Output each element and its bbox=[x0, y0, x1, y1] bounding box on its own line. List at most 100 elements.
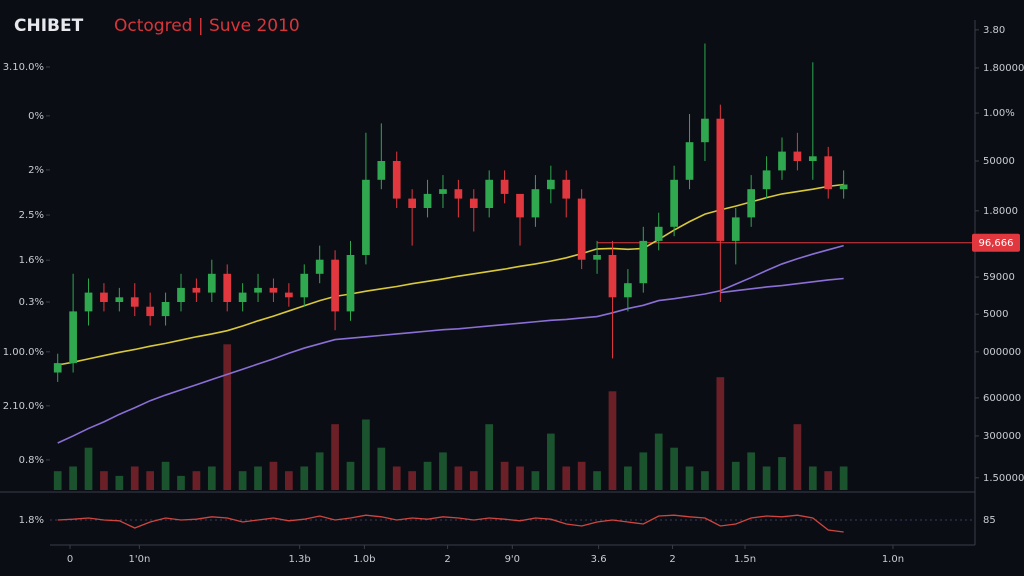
volume-bar bbox=[516, 466, 524, 490]
volume-bar bbox=[331, 424, 339, 490]
y2-tick-label: 300000 bbox=[983, 431, 1021, 442]
volume-bar bbox=[670, 447, 678, 490]
volume-bar bbox=[531, 471, 540, 490]
candle-body bbox=[84, 292, 93, 312]
x-tick-label: 1.3b bbox=[289, 554, 311, 565]
candle-body bbox=[593, 255, 601, 260]
candle-body bbox=[285, 292, 293, 298]
y2-tick-label: 1.8000 bbox=[983, 206, 1018, 217]
volume-bar bbox=[377, 447, 386, 490]
volume-bar bbox=[654, 433, 663, 490]
indicator-y2-label: 85 bbox=[983, 515, 996, 526]
volume-bar bbox=[824, 471, 833, 490]
volume-bar bbox=[269, 461, 278, 490]
y2-tick-label: 3.80 bbox=[983, 25, 1005, 36]
volume-bar bbox=[778, 457, 786, 490]
candle-body bbox=[778, 151, 786, 171]
candle-body bbox=[500, 179, 509, 194]
candle-body bbox=[654, 226, 663, 241]
candle-body bbox=[762, 170, 771, 190]
y2-tick-label: 1.80000 bbox=[983, 63, 1024, 74]
volume-bar bbox=[161, 461, 170, 490]
x-tick-label: 2 bbox=[444, 554, 450, 565]
volume-bar bbox=[53, 471, 62, 490]
candle-body bbox=[793, 151, 802, 161]
x-tick-label: 3.6 bbox=[591, 554, 607, 565]
volume-bar bbox=[223, 344, 232, 490]
y-tick-label: 0% bbox=[28, 111, 44, 122]
candle-body bbox=[315, 259, 324, 274]
candle-body bbox=[300, 273, 309, 298]
y2-tick-label: 1.00% bbox=[983, 108, 1015, 119]
volume-bar bbox=[546, 433, 555, 490]
candle-body bbox=[546, 179, 555, 190]
volume-bar bbox=[762, 466, 771, 490]
volume-bar bbox=[701, 471, 709, 490]
candle-body bbox=[577, 198, 586, 260]
volume-bar bbox=[346, 461, 355, 490]
y-tick-label: 3.10.0% bbox=[3, 62, 44, 73]
candle-body bbox=[824, 156, 833, 190]
volume-bar bbox=[84, 447, 93, 490]
y2-tick-label: 59000 bbox=[983, 272, 1015, 283]
volume-bar bbox=[207, 466, 216, 490]
candle-body bbox=[69, 311, 77, 364]
volume-bar bbox=[593, 471, 601, 490]
candle-body bbox=[377, 161, 386, 180]
x-tick-label: 0 bbox=[67, 554, 73, 565]
volume-bar bbox=[639, 452, 648, 490]
candle-body bbox=[701, 118, 709, 143]
volume-bar bbox=[362, 419, 370, 490]
volume-bar bbox=[731, 461, 740, 490]
y-tick-label: 2.10.0% bbox=[3, 401, 44, 412]
x-tick-label: 1.5n bbox=[734, 554, 756, 565]
moving-average bbox=[57, 183, 844, 366]
candle-body bbox=[670, 179, 678, 227]
candle-body bbox=[223, 273, 232, 302]
volume-bar bbox=[315, 452, 324, 490]
candle-body bbox=[716, 118, 725, 241]
volume-bar bbox=[608, 391, 617, 490]
candle-body bbox=[469, 198, 478, 208]
candle-body bbox=[192, 287, 201, 293]
candle-body bbox=[639, 240, 648, 284]
candle-body bbox=[516, 193, 524, 218]
volume-bar bbox=[839, 466, 848, 490]
y-tick-label: 0.3% bbox=[19, 297, 44, 308]
indicator-tick-label: 1.8% bbox=[19, 515, 44, 526]
volume-bar bbox=[716, 377, 725, 490]
candle-body bbox=[392, 161, 401, 199]
candle-body bbox=[731, 217, 740, 241]
x-tick-label: 1'0n bbox=[128, 554, 150, 565]
volume-bar bbox=[100, 471, 108, 490]
candle-body bbox=[485, 179, 494, 208]
candle-body bbox=[362, 179, 370, 255]
candle-body bbox=[238, 292, 247, 302]
candle-body bbox=[423, 193, 432, 208]
candle-body bbox=[177, 287, 185, 302]
volume-bar bbox=[115, 475, 124, 490]
candle-body bbox=[100, 292, 108, 302]
moving-average bbox=[57, 244, 844, 444]
volume-bar bbox=[146, 471, 155, 490]
volume-bar bbox=[793, 424, 802, 490]
volume-bar bbox=[285, 471, 293, 490]
volume-bar bbox=[300, 466, 309, 490]
candle-body bbox=[624, 283, 632, 298]
y-tick-label: 0.8% bbox=[19, 455, 44, 466]
volume-bar bbox=[500, 461, 509, 490]
volume-bar bbox=[69, 466, 77, 490]
volume-bar bbox=[469, 471, 478, 490]
candle-body bbox=[331, 259, 339, 312]
candle-body bbox=[531, 189, 540, 218]
y2-tick-label: 600000 bbox=[983, 393, 1021, 404]
volume-bar bbox=[238, 471, 247, 490]
chart-subtitle: Octogred | Suve 2010 bbox=[114, 16, 300, 36]
volume-bar bbox=[577, 461, 586, 490]
candle-body bbox=[207, 273, 216, 293]
candle-body bbox=[562, 179, 571, 199]
volume-bar bbox=[624, 466, 632, 490]
candle-body bbox=[408, 198, 416, 208]
